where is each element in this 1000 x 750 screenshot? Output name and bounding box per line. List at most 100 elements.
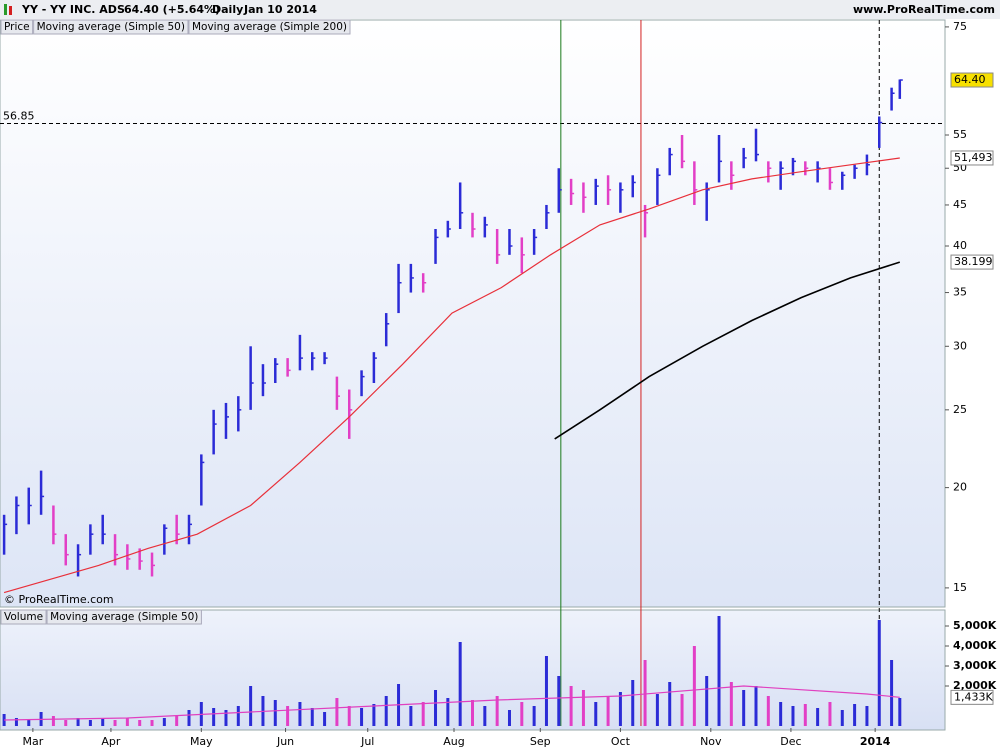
legend-entry: Moving average (Simple 200) [192, 21, 347, 33]
legend-box [33, 19, 189, 35]
volume-bar [175, 716, 179, 726]
y-tick-label: 40 [953, 239, 967, 252]
y-tick-label: 3,000K [953, 659, 997, 672]
volume-bar [212, 708, 216, 726]
volume-bar [64, 720, 68, 726]
volume-bar [495, 696, 499, 726]
y-tick-label: 55 [953, 128, 967, 141]
volume-bar [791, 706, 795, 726]
volume-bar [655, 694, 659, 726]
volume-bar [544, 656, 548, 726]
header-icon [9, 6, 12, 15]
volume-bar [890, 660, 894, 726]
price-panel [0, 19, 946, 608]
volume-bar [692, 646, 696, 726]
volume-bar [421, 702, 425, 726]
y-tick-label: 20 [953, 481, 967, 494]
line-series [554, 261, 901, 440]
x-tick-label: 2014 [860, 735, 891, 748]
legend-entry: Moving average (Simple 50) [50, 611, 198, 623]
header-title: YY - YY INC. ADS [21, 3, 125, 16]
volume-bar [298, 702, 302, 726]
volume-bar [606, 696, 610, 726]
volume-bar [409, 706, 413, 726]
volume-bar [162, 718, 166, 726]
x-tick-label: Sep [530, 735, 551, 748]
legend-box [46, 609, 202, 625]
volume-bar [594, 702, 598, 726]
volume-bar [335, 698, 339, 726]
legend-box [0, 19, 34, 35]
volume-bar [729, 682, 733, 726]
volume-bar [581, 690, 585, 726]
volume-bar [507, 710, 511, 726]
y-tick-label: 15 [953, 581, 967, 594]
x-tick-label: Apr [101, 735, 121, 748]
volume-bar [347, 706, 351, 726]
y-tick-label: 30 [953, 339, 967, 352]
volume-bar [273, 700, 277, 726]
volume-bar [840, 710, 844, 726]
volume-bar [125, 718, 129, 726]
y-tick-label: 75 [953, 20, 967, 33]
volume-bar [877, 620, 881, 726]
volume-bar [532, 706, 536, 726]
volume-bar [360, 708, 364, 726]
y-tick-label: 4,000K [953, 639, 997, 652]
x-tick-label: Oct [611, 735, 631, 748]
volume-bar [865, 706, 869, 726]
header-source: www.ProRealTime.com [853, 3, 995, 16]
legend: Price Moving average (Simple 50) Moving av… [0, 19, 351, 625]
value-label-box [950, 689, 994, 705]
legend-box [188, 19, 351, 35]
volume-bar [384, 696, 388, 726]
volume-bar [224, 710, 228, 726]
volume-bar [643, 660, 647, 726]
y-tick-label: 25 [953, 403, 967, 416]
volume-bar [76, 718, 80, 726]
volume-bar [14, 718, 18, 726]
x-tick-label: Aug [443, 735, 464, 748]
x-tick-label: Mar [22, 735, 43, 748]
x-tick-label: Jul [360, 735, 374, 748]
x-tick-label: May [190, 735, 213, 748]
legend-entry: Moving average (Simple 50) [37, 21, 185, 33]
volume-bar [446, 698, 450, 726]
value-label: 38.199 [954, 255, 993, 268]
y-tick-label: 35 [953, 286, 967, 299]
y-tick-label: 45 [953, 198, 967, 211]
volume-bar [631, 680, 635, 726]
volume-bar [138, 720, 142, 726]
volume-bar [828, 702, 832, 726]
y-tick-label: 2,000K [953, 679, 997, 692]
header-bar [0, 0, 1000, 19]
value-label: 51,493 [954, 151, 993, 164]
volume-bar [766, 696, 770, 726]
volume-bar [754, 686, 758, 726]
volume-bar [434, 690, 438, 726]
y-tick-label: 5,000K [953, 619, 997, 632]
volume-bar [150, 720, 154, 726]
volume-bar [27, 720, 31, 726]
volume-bar [101, 718, 105, 726]
volume-bar [618, 692, 622, 726]
volume-bar [187, 710, 191, 726]
volume-bar [88, 720, 92, 726]
volume-bar [520, 702, 524, 726]
copyright: © ProRealTime.com [4, 593, 114, 606]
volume-bar [898, 698, 902, 726]
volume-bar [569, 686, 573, 726]
header-date: Jan 10 2014 [243, 3, 317, 16]
volume-bar [483, 706, 487, 726]
volume-bar [236, 706, 240, 726]
line-series [4, 685, 900, 721]
value-label: 1,433K [954, 690, 993, 703]
volume-bar [853, 704, 857, 726]
x-tick-label: Jun [276, 735, 294, 748]
volume-bar [471, 700, 474, 726]
volume-bar [779, 702, 783, 726]
volume-bar [51, 716, 55, 726]
volume-bar [705, 676, 709, 726]
x-tick-label: Dec [780, 735, 801, 748]
